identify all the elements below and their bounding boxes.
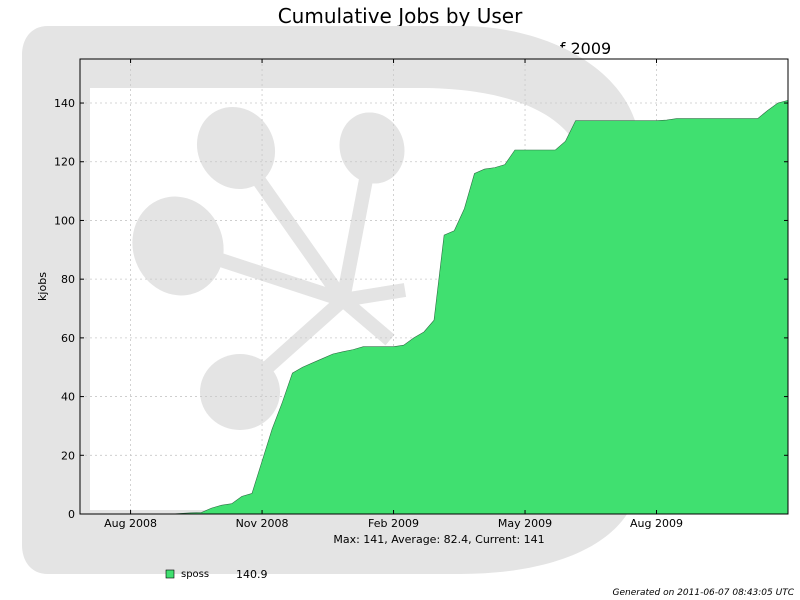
watermark-frame [22,26,640,574]
x-axis-label: Max: 141, Average: 82.4, Current: 141 [333,533,544,546]
watermark-node [132,196,224,296]
watermark-node [196,106,276,190]
x-tick-label: Aug 2009 [630,517,683,530]
watermark-logo-icon [22,26,640,574]
x-tick-label: Feb 2009 [368,517,419,530]
watermark-spoke [341,283,407,307]
legend: sposs 140.9 [165,568,268,581]
y-tick-label: 0 [68,508,75,521]
y-axis-label: kjobs [36,272,49,301]
plot-frame [79,58,789,515]
x-tick-label: Aug 2008 [104,517,157,530]
y-tick-label: 140 [54,97,75,110]
y-tick-label: 120 [54,156,75,169]
axis-ticks: 0 20 40 60 80 100 120 140 Aug 2008 Nov 2008 Feb 20… [54,59,788,530]
y-tick-label: 80 [61,273,75,286]
legend-swatch-sposs [165,569,175,579]
y-tick-label: 40 [61,391,75,404]
generated-timestamp: Generated on 2011-06-07 08:43:05 UTC [612,588,795,598]
legend-value-sposs: 140.9 [236,568,268,581]
watermark-spoke [338,294,395,346]
x-tick-label: Nov 2008 [236,517,289,530]
watermark-node [200,354,280,430]
x-tick-label: May 2009 [498,517,552,530]
y-tick-label: 60 [61,332,75,345]
watermark-node [339,112,405,184]
legend-label-sposs: sposs [181,569,209,580]
series-area-sposs [80,100,789,515]
series-layer [80,100,789,515]
y-tick-label: 20 [61,449,75,462]
chart-title: Cumulative Jobs by User [277,4,523,28]
y-tick-label: 100 [54,214,75,227]
